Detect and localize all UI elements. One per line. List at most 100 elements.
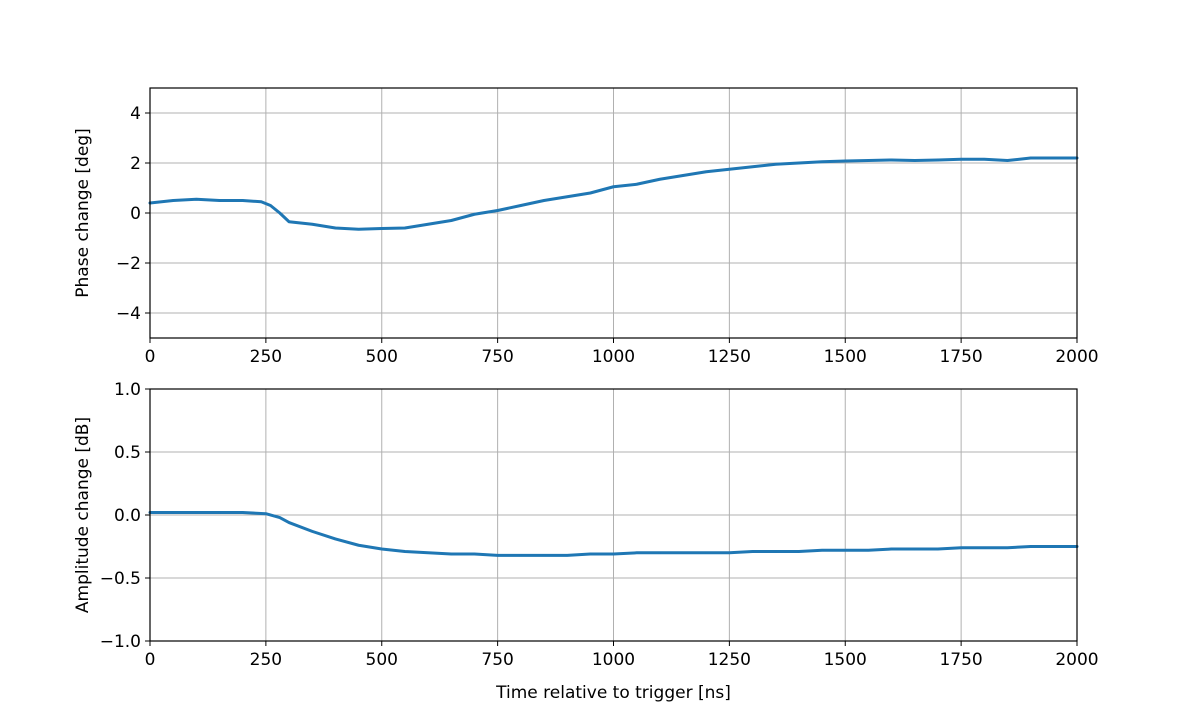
data-point xyxy=(311,223,314,226)
data-point xyxy=(426,551,430,554)
data-point xyxy=(983,158,986,161)
x-axis-label: Time relative to trigger [ns] xyxy=(495,683,731,703)
phase-chart-panel: 0 250 500 750 1000 1250 1500 1750 2000 −4 −2 0 2 4 Pha… xyxy=(73,87,1099,367)
data-point xyxy=(681,551,685,554)
data-point xyxy=(658,551,662,554)
data-point xyxy=(171,199,175,202)
data-point xyxy=(867,549,870,552)
data-point xyxy=(820,549,824,552)
data-point xyxy=(450,219,453,222)
data-point xyxy=(1006,546,1009,549)
data-point xyxy=(542,554,546,557)
data-point xyxy=(890,547,893,551)
data-point xyxy=(311,530,314,533)
data-point xyxy=(380,547,383,551)
amplitude-chart-panel: 0 250 500 750 1000 1250 1500 1750 2000 −1.0 −0.5 0.… xyxy=(73,380,1099,703)
data-point xyxy=(450,552,453,556)
x-tick-label: 1250 xyxy=(708,347,751,367)
data-point xyxy=(542,199,546,202)
data-point xyxy=(357,544,360,547)
data-point xyxy=(496,209,499,212)
data-point xyxy=(171,511,175,514)
data-point xyxy=(260,200,263,203)
x-tick-label: 1750 xyxy=(939,650,982,670)
x-tick-label: 500 xyxy=(366,650,398,670)
x-tick-label: 750 xyxy=(481,650,513,670)
data-point xyxy=(705,170,708,173)
data-point xyxy=(218,511,221,514)
x-tick-label: 0 xyxy=(145,650,156,670)
y-tick-label: 0 xyxy=(130,204,141,224)
x-tick-label: 750 xyxy=(481,347,513,367)
data-point xyxy=(635,551,638,554)
data-point xyxy=(959,546,963,549)
data-point xyxy=(218,199,221,202)
data-point xyxy=(1029,545,1032,548)
data-point xyxy=(728,168,731,171)
data-point xyxy=(983,546,986,549)
x-tick-label: 1750 xyxy=(939,347,982,367)
data-point xyxy=(612,185,615,188)
data-point xyxy=(658,178,662,181)
data-point xyxy=(890,158,893,162)
y-tick-label: 2 xyxy=(130,154,141,174)
data-point xyxy=(380,227,383,230)
x-tick-label: 250 xyxy=(250,650,282,670)
data-point xyxy=(913,547,916,551)
x-tick-label: 250 xyxy=(250,347,282,367)
data-point xyxy=(1029,156,1032,160)
x-tick-label: 1500 xyxy=(824,650,867,670)
data-point xyxy=(264,512,268,515)
data-point xyxy=(403,226,407,230)
data-point xyxy=(936,158,940,162)
data-point xyxy=(1006,159,1009,162)
data-point xyxy=(774,163,777,166)
data-point xyxy=(473,213,476,216)
data-point xyxy=(287,220,291,223)
y-tick-label: −4 xyxy=(116,304,141,324)
data-point xyxy=(287,521,291,524)
data-point xyxy=(473,552,476,556)
y-tick-label: 0.0 xyxy=(114,506,141,526)
y-tick-label: 4 xyxy=(130,104,141,124)
data-point xyxy=(751,550,754,553)
x-tick-label: 1000 xyxy=(592,650,635,670)
data-point xyxy=(867,159,870,162)
data-point xyxy=(496,554,499,557)
x-tick-label: 2000 xyxy=(1055,347,1098,367)
data-point xyxy=(820,160,824,163)
y-axis-label: Phase change [deg] xyxy=(73,128,93,297)
data-point xyxy=(936,547,940,551)
data-point xyxy=(589,191,592,195)
data-point xyxy=(959,158,963,161)
y-tick-label: −2 xyxy=(116,254,141,274)
x-tick-label: 0 xyxy=(145,347,156,367)
data-point xyxy=(403,550,407,553)
data-point xyxy=(195,511,198,514)
y-axis-label: Amplitude change [dB] xyxy=(73,417,93,613)
data-point xyxy=(241,511,244,514)
y-tick-label: −0.5 xyxy=(100,569,141,589)
data-point xyxy=(635,183,638,186)
data-point xyxy=(426,223,430,226)
data-point xyxy=(797,161,801,165)
data-point xyxy=(519,204,522,207)
data-point xyxy=(612,552,615,556)
data-point xyxy=(278,516,281,519)
data-point xyxy=(913,159,916,162)
x-tick-label: 2000 xyxy=(1055,650,1098,670)
x-tick-label: 500 xyxy=(366,347,398,367)
data-point xyxy=(565,195,569,198)
x-tick-label: 1000 xyxy=(592,347,635,367)
data-point xyxy=(519,554,522,557)
data-point xyxy=(844,549,847,552)
y-tick-label: −1.0 xyxy=(100,632,141,652)
data-point xyxy=(751,165,754,168)
data-point xyxy=(357,228,360,231)
x-tick-label: 1500 xyxy=(824,347,867,367)
data-point xyxy=(728,551,731,554)
data-point xyxy=(681,174,685,177)
data-point xyxy=(334,537,337,541)
